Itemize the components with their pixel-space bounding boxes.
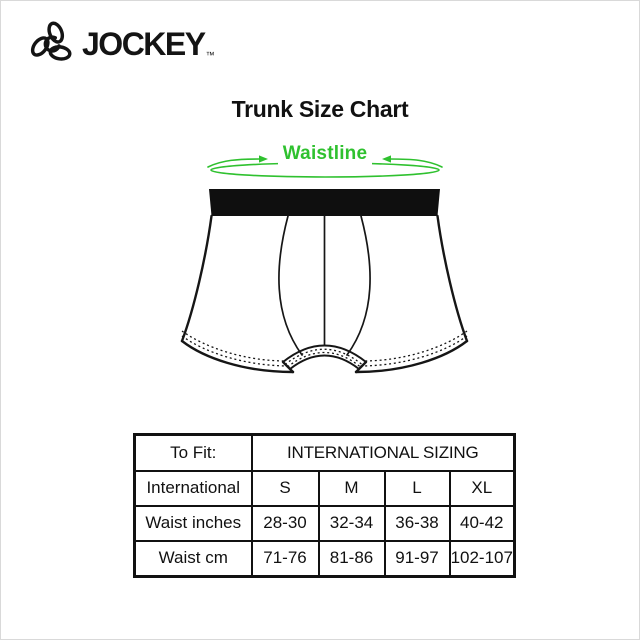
table-header-row: To Fit: INTERNATIONAL SIZING [133, 433, 516, 472]
brand-logo-text: JOCKEY ™ [82, 22, 215, 66]
table-row-waist-cm: Waist cm 71-76 81-86 91-97 102-107 [133, 539, 516, 577]
international-sizing-cell: INTERNATIONAL SIZING [250, 433, 516, 472]
row-label: International [133, 469, 253, 507]
table-cell: 71-76 [250, 539, 320, 577]
table-cell: 81-86 [317, 539, 386, 577]
size-table: To Fit: INTERNATIONAL SIZING Internation… [133, 433, 517, 578]
table-cell: 32-34 [317, 504, 386, 542]
left-pointing-arrowhead-icon [382, 155, 391, 163]
row-label: Waist cm [133, 539, 253, 577]
right-pointing-arrowhead-icon [259, 155, 268, 163]
page-title: Trunk Size Chart [231, 96, 409, 122]
waistline-label: Waistline [282, 143, 368, 164]
table-cell: 102-107 [448, 539, 516, 577]
table-cell: M [317, 469, 386, 507]
waistband-shape [209, 189, 440, 216]
table-cell: 91-97 [383, 539, 451, 577]
table-cell: XL [448, 469, 516, 507]
table-cell: L [383, 469, 451, 507]
left-arrow-line [207, 158, 261, 168]
trunk-line-drawing [180, 189, 469, 374]
trademark-symbol: ™ [205, 50, 215, 60]
waistline-annotation: Waistline [200, 140, 450, 184]
to-fit-cell: To Fit: [133, 433, 253, 472]
jockey-swirl-icon [30, 21, 72, 61]
table-row-waist-inches: Waist inches 28-30 32-34 36-38 40-42 [133, 504, 516, 542]
brand-name: JOCKEY [82, 26, 206, 62]
table-row-international: International S M L XL [133, 469, 516, 507]
table-cell: 40-42 [448, 504, 516, 542]
table-cell: S [250, 469, 320, 507]
table-cell: 28-30 [250, 504, 320, 542]
row-label: Waist inches [133, 504, 253, 542]
table-cell: 36-38 [383, 504, 451, 542]
waistline-ellipse-arrows [207, 153, 443, 178]
right-arrow-line [389, 158, 443, 168]
brand-logo: JOCKEY ™ [26, 20, 215, 68]
trunk-illustration [180, 185, 470, 400]
